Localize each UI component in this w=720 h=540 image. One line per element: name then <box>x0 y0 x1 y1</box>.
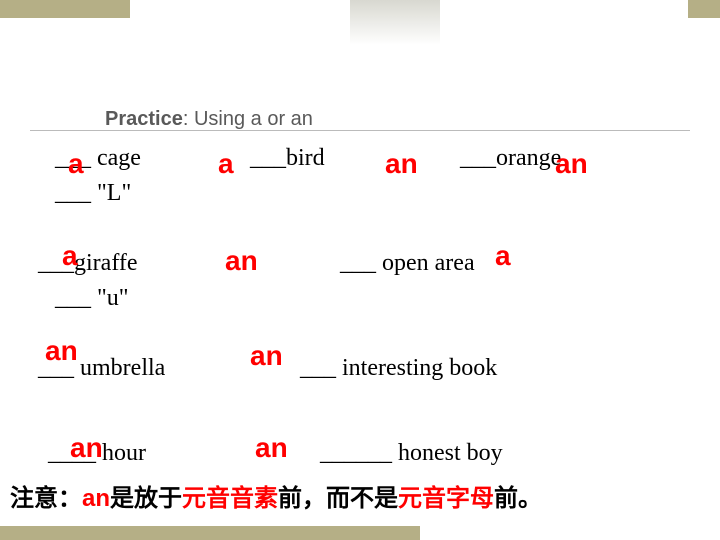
answer: a <box>495 240 511 272</box>
note-part: an <box>82 485 110 512</box>
answer: an <box>385 148 418 180</box>
blank-item: ___giraffe <box>38 250 138 277</box>
slide-title: Practice: Using a or an <box>105 108 313 131</box>
answer: an <box>555 148 588 180</box>
note-part: 元音字母 <box>398 485 494 512</box>
blank-item: ___ "u" <box>55 285 129 312</box>
note-text: 注意：an是放于元音音素前，而不是元音字母前。 <box>10 478 542 513</box>
note-part: 元音音素 <box>182 485 278 512</box>
answer: an <box>250 340 283 372</box>
answer: an <box>255 432 288 464</box>
answer: an <box>70 432 103 464</box>
top-gradient <box>350 0 440 45</box>
answer: an <box>45 335 78 367</box>
blank-item: ___bird <box>250 145 325 172</box>
bottom-bar <box>0 526 420 540</box>
blank-item: ___ "L" <box>55 180 131 207</box>
answer: an <box>225 245 258 277</box>
blank-item: ___ open area <box>340 250 475 277</box>
note-part: 注意： <box>10 485 82 512</box>
answer: a <box>68 148 84 180</box>
blank-item: ___ interesting book <box>300 355 497 382</box>
blank-item: ___orange <box>460 145 561 172</box>
note-part: 前，而不是 <box>278 485 398 512</box>
title-rest: : Using a or an <box>183 108 313 130</box>
title-bold: Practice <box>105 108 183 130</box>
note-part: 前。 <box>494 485 542 512</box>
top-bar-left <box>0 0 130 18</box>
top-bar-right <box>688 0 720 18</box>
blank-item: ______ honest boy <box>320 440 503 467</box>
answer: a <box>218 148 234 180</box>
note-part: 是放于 <box>110 485 182 512</box>
answer: a <box>62 240 78 272</box>
